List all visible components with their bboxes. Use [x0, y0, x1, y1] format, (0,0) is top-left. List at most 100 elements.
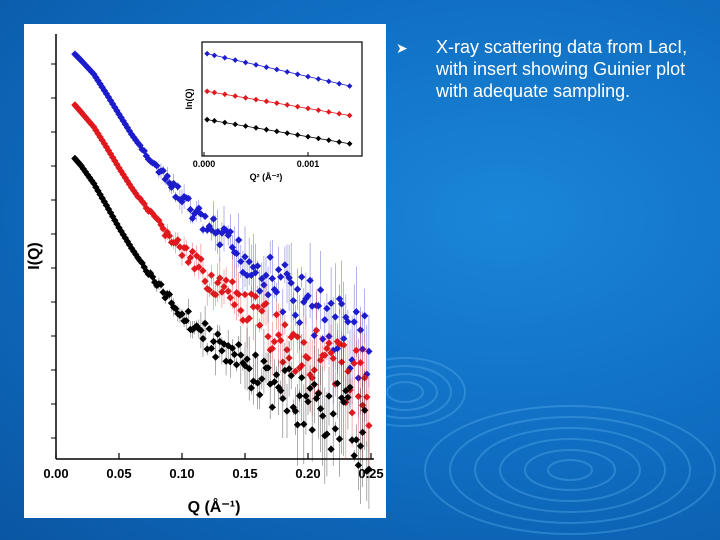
inset-data-point [305, 133, 311, 140]
inset-data-point [204, 116, 210, 123]
arrowhead-bullet-icon: ➤ [396, 40, 408, 56]
data-point [245, 314, 253, 323]
inset-data-point [273, 66, 280, 73]
data-point [241, 253, 249, 261]
data-point [363, 393, 371, 401]
data-point [331, 313, 339, 321]
figure-panel: 0.00 0.05 0.10 0.15 0.20 0.25 Q (Å⁻¹) I(Q) 0.… [24, 24, 386, 518]
data-point [283, 346, 291, 354]
data-point [268, 403, 276, 411]
data-point [239, 316, 247, 324]
inset-data-point [336, 139, 343, 145]
data-point [184, 307, 192, 316]
inset-data-point [232, 93, 239, 99]
data-point [249, 303, 258, 311]
data-point [274, 265, 283, 274]
inset-data-point [294, 132, 301, 138]
data-point [319, 412, 327, 420]
inset-data-point [284, 102, 291, 108]
data-point [350, 359, 358, 368]
data-point [352, 346, 360, 355]
data-point [205, 286, 213, 294]
inset-x-label: Q² (Å⁻²) [250, 172, 283, 182]
inset-data-point [315, 76, 322, 82]
inset-data-point [263, 64, 270, 71]
data-point [312, 326, 321, 335]
data-point [325, 392, 333, 400]
data-point [346, 383, 354, 391]
inset-data-point [325, 78, 332, 85]
data-point [226, 294, 234, 302]
data-point [201, 277, 209, 285]
data-point [228, 278, 237, 286]
data-point [281, 261, 289, 269]
data-point [279, 308, 287, 316]
inset-data-point [336, 110, 343, 117]
inset-data-point [273, 128, 280, 135]
data-point [277, 273, 285, 281]
data-point [235, 290, 243, 298]
inset-data-point [315, 135, 322, 142]
main-x-tick-label: 0.15 [232, 466, 257, 481]
data-point [174, 182, 182, 191]
main-y-label: I(Q) [26, 242, 43, 270]
data-point [205, 325, 213, 333]
data-point [327, 445, 335, 453]
data-point [272, 371, 281, 379]
data-point [316, 405, 325, 413]
main-x-ticks: 0.00 0.05 0.10 0.15 0.20 0.25 [43, 453, 384, 481]
inset-data-point [325, 137, 332, 144]
inset-series-1 [204, 88, 353, 119]
inset-x-tick-label: 0.000 [193, 159, 216, 169]
data-point [350, 451, 358, 460]
data-point [256, 321, 264, 329]
main-x-tick-label: 0.00 [43, 466, 68, 481]
inset-plot-frame [201, 41, 363, 157]
inset-data-point [204, 88, 210, 95]
data-point [199, 267, 207, 275]
data-point [207, 271, 216, 279]
data-point [253, 262, 262, 270]
main-y-minor-ticks [51, 63, 56, 439]
data-point [293, 285, 302, 293]
data-point [214, 330, 222, 338]
inset-data-point [253, 125, 259, 131]
data-point [352, 436, 360, 444]
data-point [272, 310, 281, 319]
data-point [327, 299, 335, 307]
data-point [245, 364, 253, 373]
inset-data-point [315, 107, 322, 114]
data-point [211, 353, 220, 361]
data-point [157, 280, 165, 289]
inset-data-point [242, 94, 249, 101]
data-point [199, 334, 207, 343]
data-point [237, 306, 245, 315]
data-point [256, 287, 264, 295]
inset-y-label: ln(Q) [184, 89, 194, 110]
data-point [323, 304, 331, 313]
data-point [178, 251, 186, 260]
data-point [333, 379, 342, 388]
data-point [365, 347, 373, 356]
inset-data-point [346, 83, 353, 89]
data-point [350, 318, 358, 326]
data-point [319, 335, 327, 343]
data-point [264, 291, 272, 299]
data-point [222, 276, 230, 284]
main-series-2 [71, 154, 373, 509]
main-x-tick-label: 0.05 [106, 466, 131, 481]
data-point [344, 318, 352, 326]
data-point [335, 435, 344, 443]
data-point [230, 350, 239, 359]
data-point [235, 340, 243, 349]
data-point [230, 301, 239, 309]
data-point [281, 321, 289, 329]
data-point [308, 426, 316, 434]
data-point [262, 299, 270, 308]
inset-data-point [211, 117, 218, 124]
data-point [348, 436, 356, 444]
data-point [201, 319, 209, 328]
data-point [226, 358, 234, 366]
inset-data-point [305, 105, 311, 112]
data-point [329, 354, 337, 363]
